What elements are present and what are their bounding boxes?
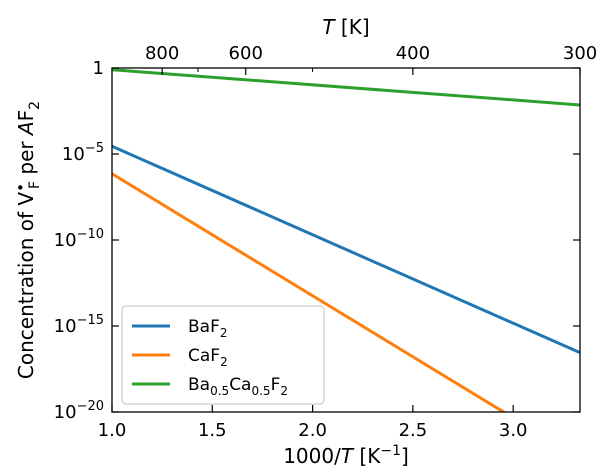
x-tick-label: 1.0: [98, 420, 127, 441]
legend-label-2: Ba0.5Ca0.5F2: [188, 375, 288, 398]
top-tick-label: 300: [563, 43, 597, 64]
x-tick-label: 2.0: [298, 420, 327, 441]
y-tick-label: 1: [93, 58, 104, 79]
y-axis-label: Concentration of V•F per AF2: [12, 101, 43, 379]
top-tick-label: 600: [229, 43, 263, 64]
x-axis-label: 1000/T [K−1]: [283, 443, 409, 468]
x-tick-label: 2.5: [399, 420, 428, 441]
y-tick-label: 10−20: [54, 399, 104, 423]
top-tick-label: 400: [396, 43, 430, 64]
top-tick-label: 800: [145, 43, 179, 64]
top-axis-label: T [K]: [322, 15, 369, 39]
y-tick-label: 10−5: [62, 141, 104, 165]
y-tick-label: 10−10: [54, 227, 104, 251]
x-tick-label: 3.0: [499, 420, 528, 441]
x-tick-label: 1.5: [198, 420, 227, 441]
series-line-2: [112, 70, 580, 105]
y-tick-label: 10−15: [54, 313, 104, 337]
